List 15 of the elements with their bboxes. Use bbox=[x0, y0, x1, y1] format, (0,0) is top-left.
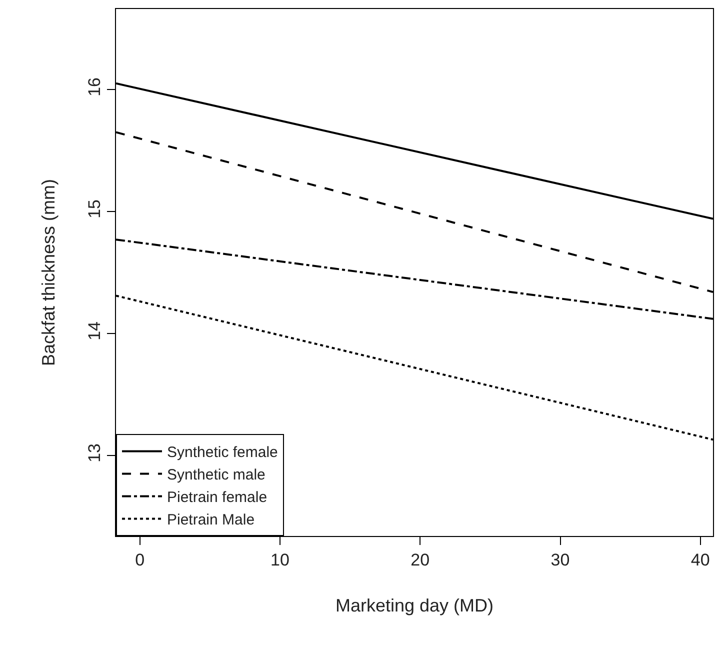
y-tick-label: 15 bbox=[85, 199, 104, 218]
x-tick-label: 40 bbox=[690, 550, 710, 570]
y-axis-title: Backfat thickness (mm) bbox=[38, 178, 58, 366]
y-tick-label: 16 bbox=[85, 78, 104, 96]
y-tick-label: 13 bbox=[85, 443, 104, 462]
x-axis-title: Marketing day (MD) bbox=[335, 596, 494, 616]
x-tick-label: 10 bbox=[270, 550, 290, 570]
x-tick-label: 20 bbox=[410, 550, 430, 570]
y-tick-label: 14 bbox=[85, 321, 104, 340]
x-tick-label: 0 bbox=[135, 550, 145, 570]
legend-label: Pietrain Male bbox=[167, 512, 255, 529]
legend-label: Synthetic female bbox=[167, 444, 278, 462]
legend-label: Synthetic male bbox=[167, 466, 266, 484]
legend-label: Pietrain female bbox=[167, 489, 268, 506]
x-tick-label: 30 bbox=[550, 550, 570, 570]
